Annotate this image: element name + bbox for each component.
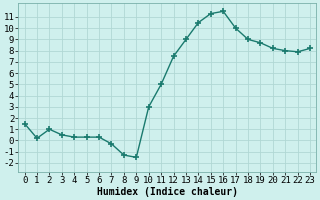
X-axis label: Humidex (Indice chaleur): Humidex (Indice chaleur) [97, 186, 238, 197]
